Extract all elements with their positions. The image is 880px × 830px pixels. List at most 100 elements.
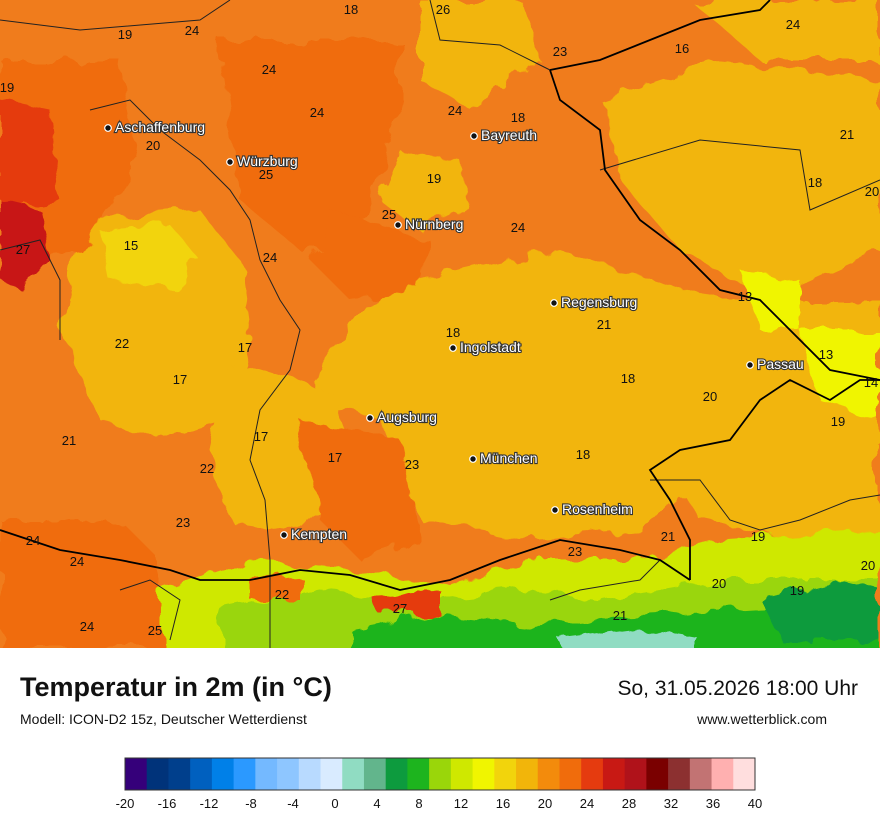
temperature-value: 19 [751, 529, 765, 544]
legend-color-swatch [385, 758, 408, 790]
temperature-value: 19 [790, 583, 804, 598]
city-label: Passau [757, 356, 804, 372]
legend-color-swatch [516, 758, 539, 790]
legend-color-swatch [320, 758, 343, 790]
city-dot [104, 124, 112, 132]
temperature-value: 27 [16, 242, 30, 257]
temperature-value: 26 [436, 2, 450, 17]
temperature-value: 20 [865, 184, 879, 199]
city-dot [226, 158, 234, 166]
temperature-value: 21 [597, 317, 611, 332]
city-dot [280, 531, 288, 539]
legend-tick-label: -20 [116, 796, 135, 811]
temperature-value: 24 [80, 619, 94, 634]
temperature-value: 25 [148, 623, 162, 638]
temperature-value: 19 [427, 171, 441, 186]
temperature-value: 23 [553, 44, 567, 59]
temperature-value: 17 [328, 450, 342, 465]
temperature-value: 18 [344, 2, 358, 17]
legend-tick-label: -4 [287, 796, 299, 811]
legend-color-swatch [668, 758, 691, 790]
city-dot [366, 414, 374, 422]
legend-color-swatch [125, 758, 148, 790]
temperature-value: 21 [62, 433, 76, 448]
temperature-value: 24 [262, 62, 276, 77]
city-label: Würzburg [237, 153, 298, 169]
temperature-value: 24 [26, 533, 40, 548]
legend-tick-label: 16 [496, 796, 510, 811]
city-label: München [480, 450, 538, 466]
city-dot [551, 506, 559, 514]
temperature-value: 13 [738, 289, 752, 304]
temperature-value: 24 [448, 103, 462, 118]
legend-color-swatch [494, 758, 517, 790]
website-link[interactable]: www.wetterblick.com [697, 711, 827, 727]
model-source: Modell: ICON-D2 15z, Deutscher Wetterdie… [20, 711, 307, 727]
temperature-value: 20 [712, 576, 726, 591]
temperature-value: 24 [786, 17, 800, 32]
legend-color-swatch [733, 758, 756, 790]
city-dot [449, 344, 457, 352]
legend-color-swatch [168, 758, 191, 790]
city-markers: Aschaffenburg Würzburg Bayreuth Nürnberg Reg… [104, 118, 805, 543]
legend-color-swatch [537, 758, 560, 790]
map-canvas: 18 26 19 24 23 16 19 24 24 18 24 24 21 20 25 19 18 20 25 24… [0, 0, 880, 648]
legend-tick-label: 20 [538, 796, 552, 811]
legend-color-swatch [233, 758, 256, 790]
temperature-value: 19 [0, 80, 14, 95]
temperature-value: 20 [703, 389, 717, 404]
temperature-value: 25 [382, 207, 396, 222]
temperature-value: 17 [254, 429, 268, 444]
legend-tick-label: 28 [622, 796, 636, 811]
city-label: Rosenheim [562, 501, 633, 517]
city-label: Regensburg [561, 294, 637, 310]
legend-color-swatch [689, 758, 713, 790]
temperature-value: 16 [675, 41, 689, 56]
temperature-value: 22 [200, 461, 214, 476]
temperature-field [0, 0, 880, 648]
city-dot [470, 132, 478, 140]
legend-color-swatch [429, 758, 452, 790]
legend-color-swatch [298, 758, 322, 790]
legend-tick-label: 0 [331, 796, 338, 811]
temperature-value: 13 [819, 347, 833, 362]
temperature-value: 22 [275, 587, 289, 602]
city-dot [394, 221, 402, 229]
legend-color-swatch [581, 758, 604, 790]
temperature-value: 18 [576, 447, 590, 462]
city-dot [469, 455, 477, 463]
legend-border [124, 757, 756, 791]
legend-color-swatch [407, 758, 430, 790]
temperature-value: 23 [405, 457, 419, 472]
temperature-value: 21 [661, 529, 675, 544]
legend-tick-label: 4 [373, 796, 380, 811]
legend-tick-label: 40 [748, 796, 762, 811]
legend-tick-label: -8 [245, 796, 257, 811]
temperature-value: 18 [446, 325, 460, 340]
legend-color-swatch [255, 758, 278, 790]
city-label: Nürnberg [405, 216, 463, 232]
temperature-value: 19 [831, 414, 845, 429]
city-label: Augsburg [377, 409, 437, 425]
temperature-value: 21 [613, 608, 627, 623]
legend-color-swatch [146, 758, 169, 790]
legend-color-swatch [363, 758, 387, 790]
temperature-value: 14 [864, 375, 878, 390]
temperature-value: 22 [115, 336, 129, 351]
temperature-value: 24 [185, 23, 199, 38]
legend-color-swatch [342, 758, 365, 790]
footer [0, 648, 880, 830]
city-label: Kempten [291, 526, 347, 542]
temperature-value: 20 [861, 558, 875, 573]
legend-canvas: -20 -16 -12 -8 -4 0 4 8 12 16 20 24 28 32 36 40 [116, 757, 762, 811]
legend-color-swatch [711, 758, 734, 790]
city-dot [746, 361, 754, 369]
temperature-value: 18 [621, 371, 635, 386]
temperature-value: 24 [263, 250, 277, 265]
temperature-value: 27 [393, 601, 407, 616]
legend-tick-label: 24 [580, 796, 594, 811]
legend-color-swatch [190, 758, 213, 790]
legend-tick-label: 8 [415, 796, 422, 811]
temperature-value: 20 [146, 138, 160, 153]
temperature-value: 19 [118, 27, 132, 42]
